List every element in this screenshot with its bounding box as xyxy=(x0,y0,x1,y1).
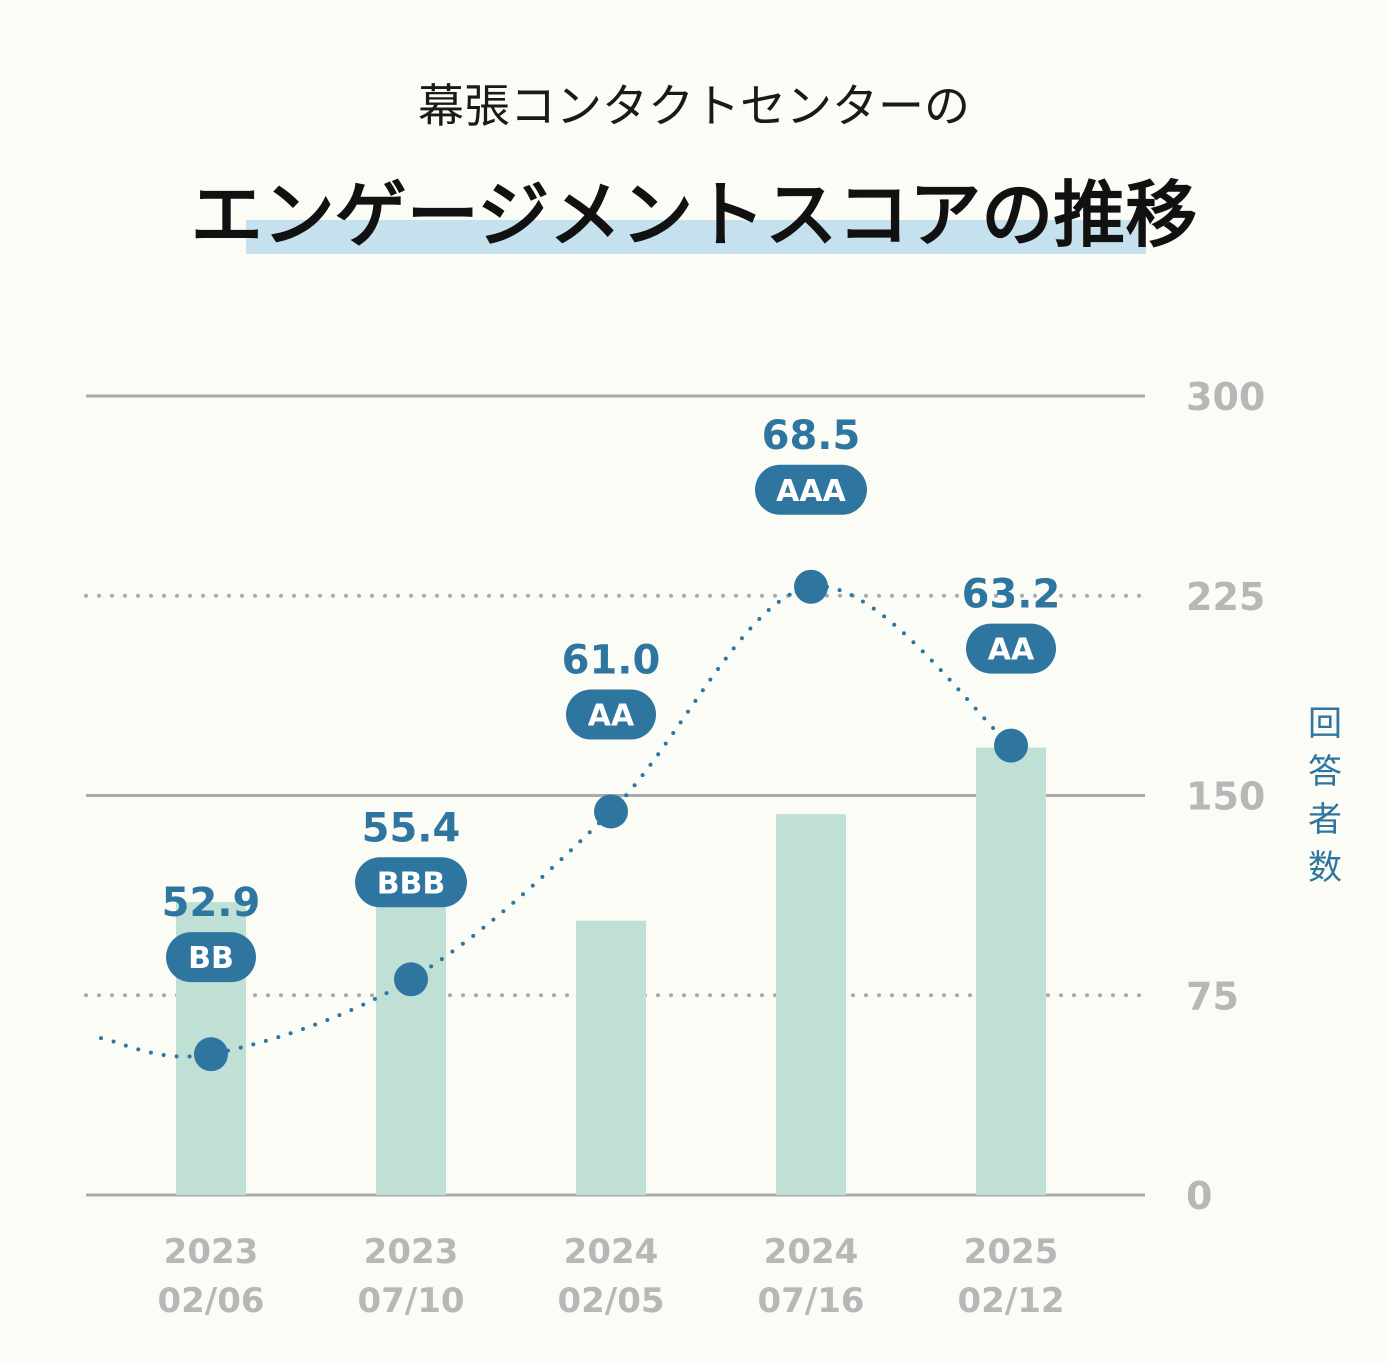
grade-label: BBB xyxy=(377,866,446,901)
bars xyxy=(176,747,1046,1195)
grade-label: AA xyxy=(588,698,635,733)
grade-label: AA xyxy=(988,633,1035,668)
grade-badge xyxy=(355,857,467,908)
score-point xyxy=(594,794,628,829)
x-label-date: 02/06 xyxy=(157,1281,264,1321)
score-value: 63.2 xyxy=(962,572,1061,618)
score-points xyxy=(194,569,1028,1072)
x-label-year: 2023 xyxy=(364,1232,459,1272)
y-tick-label: 150 xyxy=(1186,775,1265,819)
x-label-date: 02/12 xyxy=(957,1281,1064,1321)
grade-badge xyxy=(166,932,256,983)
y-axis-ticks: 300 225 150 75 0 xyxy=(1186,375,1265,1218)
grade-badge xyxy=(755,464,867,515)
y-tick-label: 225 xyxy=(1186,575,1265,619)
grade-badge xyxy=(566,689,656,740)
score-value: 68.5 xyxy=(762,413,861,459)
x-label-year: 2023 xyxy=(164,1232,259,1272)
x-label-date: 07/16 xyxy=(757,1281,864,1321)
respondent-bar xyxy=(976,747,1046,1195)
y-axis-title-char: 回 xyxy=(1308,704,1342,744)
score-value: 52.9 xyxy=(162,880,261,926)
y-tick-label: 300 xyxy=(1186,375,1265,419)
y-axis-title-char: 者 xyxy=(1308,800,1342,840)
score-value: 55.4 xyxy=(362,805,461,851)
grade-label: AAA xyxy=(776,474,846,509)
y-axis-label: 回答者数 xyxy=(1308,704,1342,888)
x-label-year: 2025 xyxy=(964,1232,1059,1272)
x-label-date: 02/05 xyxy=(557,1281,664,1321)
score-point xyxy=(194,1037,228,1072)
grade-badge xyxy=(966,623,1056,674)
score-point xyxy=(394,962,428,997)
score-point xyxy=(994,728,1028,763)
chart-title: エンゲージメントスコアの推移 xyxy=(191,173,1198,257)
score-labels: BB 52.9 BBB 55.4 AA 61.0 AAA 68.5 AA 63.2 xyxy=(162,413,1061,983)
score-point xyxy=(794,569,828,604)
y-axis-title: 回答者数 xyxy=(1308,704,1342,888)
y-axis-title-char: 数 xyxy=(1308,848,1342,888)
respondent-bar xyxy=(576,920,646,1195)
title-highlight xyxy=(246,220,1146,254)
respondent-bar xyxy=(376,896,446,1195)
grade-label: BB xyxy=(188,941,234,976)
y-tick-label: 75 xyxy=(1186,974,1239,1018)
respondent-bar xyxy=(776,814,846,1195)
x-label-date: 07/10 xyxy=(357,1281,464,1321)
score-value: 61.0 xyxy=(562,637,661,683)
x-axis-labels: 2023 02/06 2023 07/10 2024 02/05 2024 07/16 2025… xyxy=(157,1232,1064,1321)
y-tick-label: 0 xyxy=(1186,1174,1212,1218)
chart-subtitle: 幕張コンタクトセンターの xyxy=(418,79,970,133)
y-axis-title-char: 答 xyxy=(1308,752,1342,792)
x-label-year: 2024 xyxy=(564,1232,659,1272)
x-label-year: 2024 xyxy=(764,1232,859,1272)
